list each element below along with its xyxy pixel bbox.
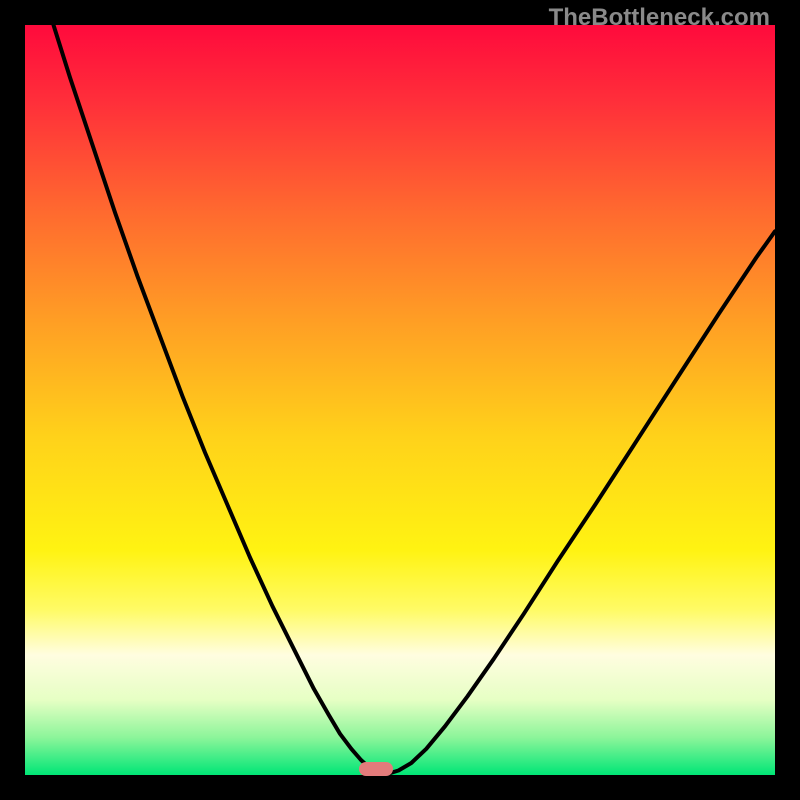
chart-container: TheBottleneck.com <box>0 0 800 800</box>
watermark-text: TheBottleneck.com <box>549 4 770 32</box>
optimum-marker <box>359 762 393 776</box>
plot-area <box>25 25 775 775</box>
bottleneck-curve <box>25 25 775 775</box>
